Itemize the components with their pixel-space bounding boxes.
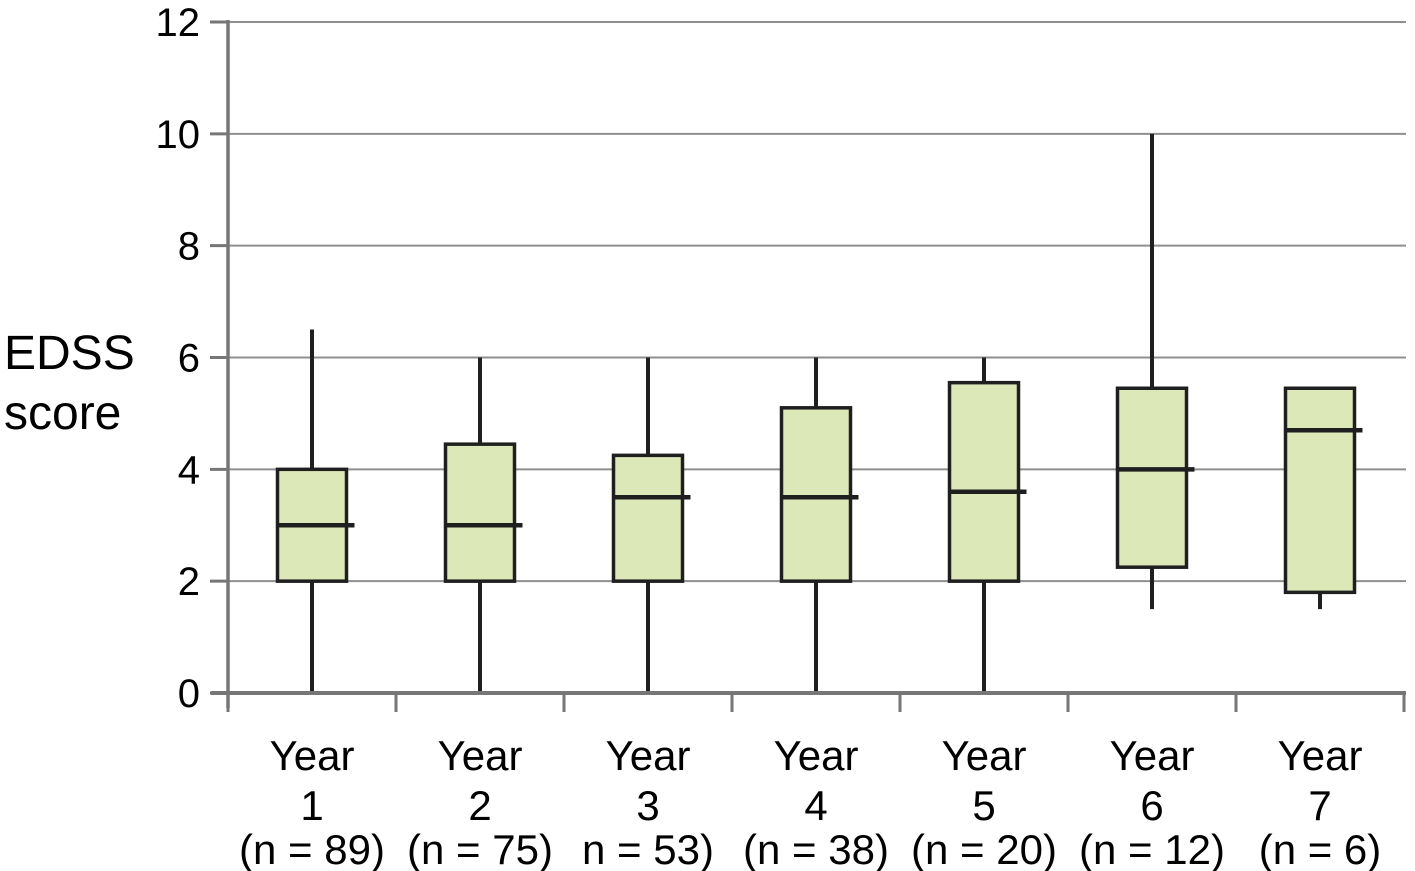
x-label-year-7-line2: 7 [1308, 782, 1331, 829]
x-label-year-3-line1: Year [606, 732, 691, 779]
box-year-2 [443, 442, 517, 583]
x-label-year-3-line2: 3 [636, 782, 659, 829]
y-tick-label-0: 0 [178, 672, 200, 716]
x-label-year-2-line1: Year [438, 732, 523, 779]
box-year-5 [947, 380, 1021, 583]
x-label-year-6-line2: 6 [1140, 782, 1163, 829]
x-label-year-6-n: (n = 12) [1079, 826, 1225, 871]
x-label-year-4-line2: 4 [804, 782, 827, 829]
x-label-year-7-n: (n = 6) [1259, 826, 1382, 871]
y-tick-label-2: 2 [178, 560, 200, 604]
x-label-year-1-n: (n = 89) [239, 826, 385, 871]
x-label-year-5-line2: 5 [972, 782, 995, 829]
y-tick-label-6: 6 [178, 337, 200, 381]
boxes-layer [275, 133, 1363, 693]
y-tick-label-4: 4 [178, 448, 200, 492]
box-year-3 [611, 453, 685, 583]
x-label-year-4-n: (n = 38) [743, 826, 889, 871]
x-label-year-1-line2: 1 [300, 782, 323, 829]
y-tick-label-12: 12 [156, 1, 201, 45]
x-label-year-7-line1: Year [1278, 732, 1363, 779]
x-label-year-4-line1: Year [774, 732, 859, 779]
box-year-7 [1283, 386, 1357, 595]
x-label-year-1-line1: Year [270, 732, 355, 779]
x-label-year-2-line2: 2 [468, 782, 491, 829]
x-label-year-2-n: (n = 75) [407, 826, 553, 871]
box-year-6 [1115, 386, 1189, 569]
axes-layer [210, 20, 1406, 712]
x-label-year-5-line1: Year [942, 732, 1027, 779]
x-label-year-5-n: (n = 20) [911, 826, 1057, 871]
x-label-year-6-line1: Year [1110, 732, 1195, 779]
x-label-year-3-n: n = 53) [582, 826, 714, 871]
y-tick-label-10: 10 [156, 113, 201, 157]
y-axis-title-line1: EDSS [4, 327, 135, 380]
box-year-4 [779, 406, 853, 583]
y-axis-title-line2: score [4, 387, 121, 440]
y-tick-label-8: 8 [178, 225, 200, 269]
